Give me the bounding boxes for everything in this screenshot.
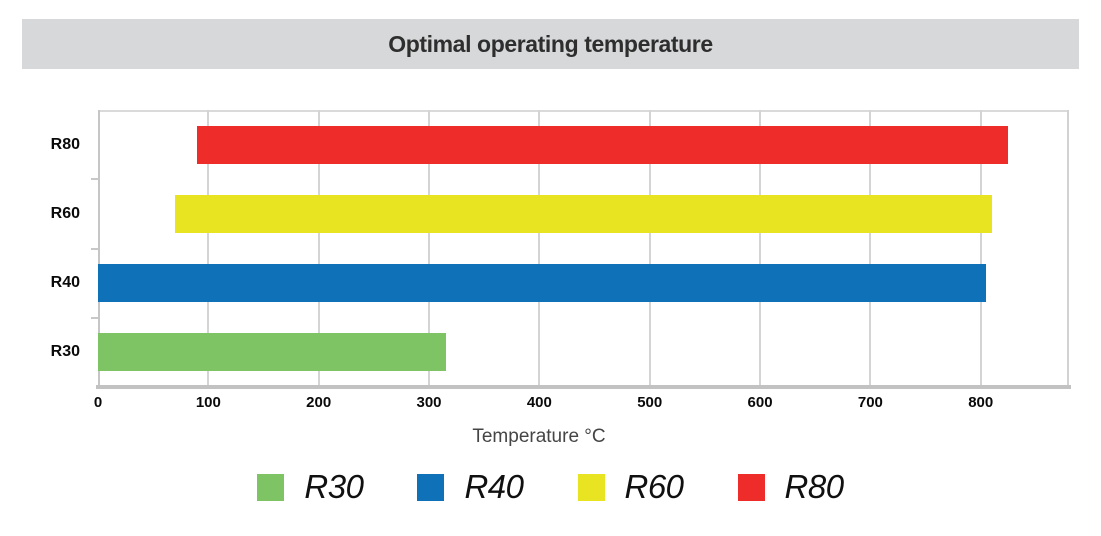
- plot-area: [91, 110, 1071, 389]
- legend-item-r30: R30: [257, 468, 364, 506]
- legend-label-r60: R60: [624, 468, 685, 505]
- legend-swatch-r30: [257, 473, 285, 501]
- y-label-r80: R80: [50, 135, 80, 153]
- x-tick-300: 300: [416, 394, 442, 411]
- y-axis-tick: [91, 247, 98, 250]
- x-tick-200: 200: [306, 394, 332, 411]
- legend-label-r30: R30: [304, 468, 364, 505]
- bar-r80: [197, 125, 1009, 164]
- y-axis-tick: [91, 316, 98, 319]
- x-tick-700: 700: [857, 394, 883, 411]
- gridline-500: [648, 110, 651, 387]
- gridline-400: [538, 110, 541, 387]
- gridline-600: [759, 110, 762, 387]
- x-tick-500: 500: [637, 394, 663, 411]
- gridline-300: [428, 110, 431, 387]
- legend-swatch-r40: [417, 473, 445, 501]
- y-axis-line: [98, 110, 100, 387]
- gridline-200: [317, 110, 320, 387]
- bar-r30: [98, 333, 446, 372]
- plot-top-border: [98, 110, 1069, 112]
- x-tick-100: 100: [195, 394, 221, 411]
- x-axis-line: [96, 385, 1071, 389]
- gridline-100: [207, 110, 210, 387]
- bar-r40: [98, 264, 987, 303]
- legend: R30 R40 R60 R80: [0, 468, 1101, 506]
- legend-label-r80: R80: [784, 468, 845, 505]
- gridline-700: [869, 110, 872, 387]
- legend-swatch-r80: [737, 473, 765, 501]
- y-axis-tick: [91, 178, 98, 181]
- y-axis-labels: R80 R60 R40 R30: [0, 110, 80, 387]
- x-tick-600: 600: [747, 394, 773, 411]
- y-label-r30: R30: [50, 343, 80, 361]
- x-tick-0: 0: [93, 394, 103, 411]
- gridline-800: [979, 110, 982, 387]
- bar-r60: [175, 194, 992, 233]
- x-axis-title: Temperature °C: [472, 426, 606, 447]
- x-axis-ticks: 0 100 200 300 400 500 600 700 800: [94, 394, 1069, 412]
- legend-label-r40: R40: [464, 468, 524, 505]
- chart-title: Optimal operating temperature: [388, 30, 713, 57]
- x-tick-400: 400: [526, 394, 552, 411]
- legend-item-r60: R60: [577, 468, 685, 506]
- legend-item-r40: R40: [417, 468, 524, 506]
- legend-swatch-r60: [577, 473, 605, 501]
- x-tick-800: 800: [968, 394, 994, 411]
- chart-title-bar: Optimal operating temperature: [22, 19, 1079, 69]
- y-label-r40: R40: [50, 274, 80, 292]
- y-label-r60: R60: [50, 204, 80, 222]
- plot-right-border: [1067, 110, 1069, 387]
- legend-item-r80: R80: [737, 468, 845, 506]
